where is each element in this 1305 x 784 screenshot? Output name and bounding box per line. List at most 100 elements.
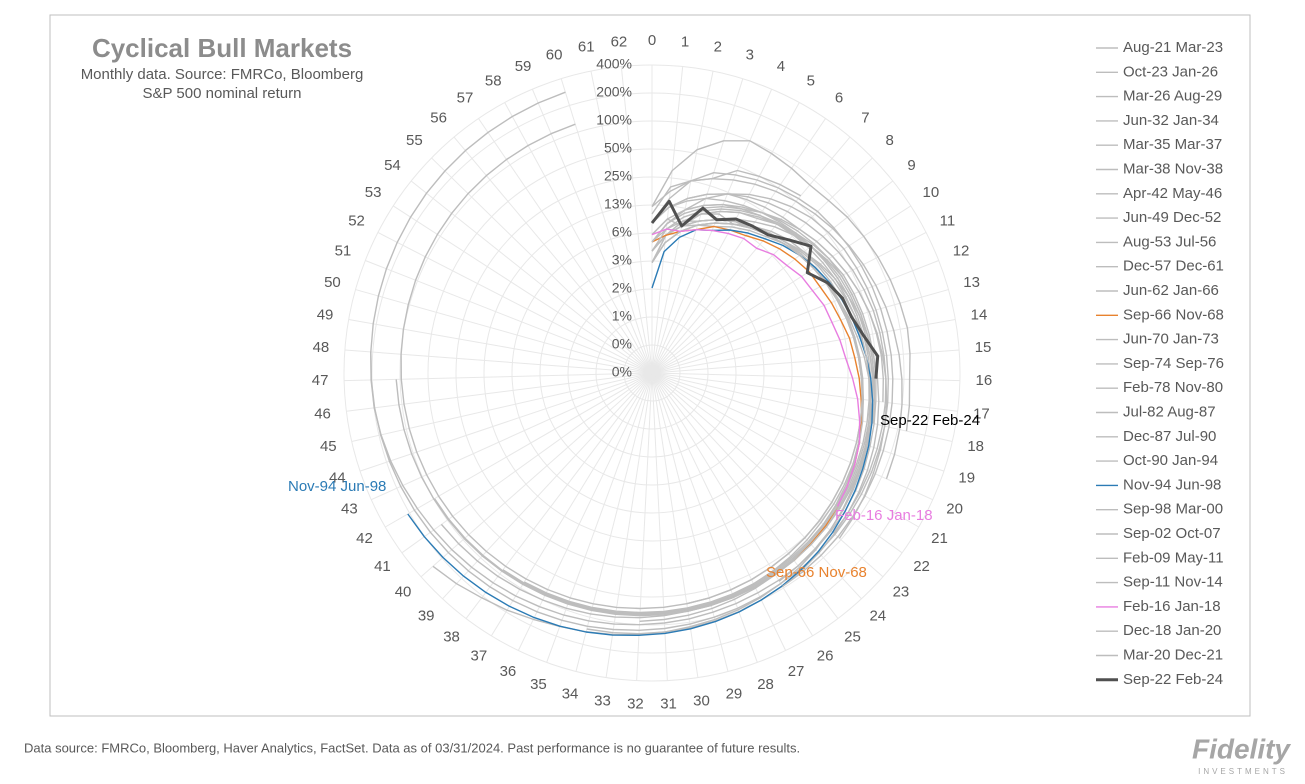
series-line (650, 199, 880, 379)
series-line (407, 228, 874, 636)
legend-label: Oct-23 Jan-26 (1123, 63, 1218, 80)
angle-label: 24 (869, 607, 886, 624)
series-annotation: Nov-94 Jun-98 (288, 478, 386, 495)
series-line (651, 171, 894, 588)
r-tick-label: 6% (612, 224, 632, 240)
grid-spoke (651, 319, 956, 374)
angle-label: 27 (788, 663, 805, 680)
series-annotation: Feb-16 Jan-18 (835, 507, 933, 524)
angle-label: 13 (963, 274, 980, 291)
angle-label: 46 (314, 405, 331, 422)
grid-spoke (490, 372, 653, 637)
legend-label: Oct-90 Jan-94 (1123, 452, 1218, 469)
angle-label: 0 (648, 32, 656, 49)
angle-label: 56 (430, 110, 447, 127)
angle-label: 18 (967, 438, 984, 455)
r-tick-label: 3% (612, 252, 632, 268)
grid-spoke (651, 372, 960, 382)
angle-label: 11 (940, 213, 956, 230)
grid-spoke (365, 260, 653, 374)
grid-spoke (651, 157, 873, 374)
angle-label: 4 (777, 58, 785, 75)
grid-spoke (465, 372, 653, 619)
grid-spoke (651, 372, 668, 681)
grid-spoke (651, 205, 911, 374)
angle-label: 33 (594, 692, 611, 709)
legend-label: Feb-16 Jan-18 (1123, 598, 1221, 615)
angle-label: 62 (611, 34, 628, 51)
grid-spoke (401, 372, 653, 554)
angle-label: 60 (546, 47, 563, 64)
legend-label: Aug-53 Jul-56 (1123, 233, 1216, 250)
angle-label: 25 (844, 629, 861, 646)
series-line (651, 197, 849, 297)
legend-label: Jun-32 Jan-34 (1123, 112, 1219, 129)
grid-spoke (420, 372, 653, 578)
grid-spoke (546, 372, 653, 663)
series-line (523, 205, 870, 614)
grid-spoke (651, 232, 927, 374)
grid-spoke (651, 88, 773, 374)
legend-label: Jun-49 Dec-52 (1123, 209, 1221, 226)
series-annotation: Sep-22 Feb-24 (880, 412, 980, 429)
r-tick-label: 100% (596, 112, 632, 128)
grid-spoke (651, 372, 787, 651)
footer: Data source: FMRCo, Bloomberg, Haver Ana… (24, 740, 800, 755)
legend-label: Sep-02 Oct-07 (1123, 525, 1221, 542)
angle-label: 9 (907, 157, 915, 174)
angle-label: 30 (693, 692, 710, 709)
angle-label: 26 (817, 647, 834, 664)
legend-label: Mar-38 Nov-38 (1123, 160, 1223, 177)
angle-label: 40 (395, 584, 412, 601)
grid-spoke (620, 66, 653, 374)
legend-label: Mar-20 Dec-21 (1123, 646, 1223, 663)
angle-label: 28 (757, 676, 774, 693)
grid-spoke (605, 372, 653, 678)
grid-spoke (651, 260, 939, 374)
grid-spoke (351, 372, 653, 443)
angle-label: 58 (485, 72, 502, 89)
grid-spoke (651, 372, 933, 501)
grid-spoke (636, 372, 653, 681)
angle-label: 49 (317, 306, 334, 323)
grid-spoke (651, 372, 903, 554)
legend-label: Jun-70 Jan-73 (1123, 331, 1219, 348)
legend-label: Mar-26 Aug-29 (1123, 88, 1222, 105)
grid-spoke (651, 372, 919, 528)
angle-label: 2 (714, 39, 722, 56)
series-line (651, 140, 911, 432)
legend-label: Sep-22 Feb-24 (1123, 671, 1223, 688)
brand-tagline: INVESTMENTS (1198, 767, 1288, 776)
legend-label: Sep-74 Sep-76 (1123, 355, 1224, 372)
grid-spoke (453, 136, 653, 374)
legend-label: Aug-21 Mar-23 (1123, 39, 1223, 56)
angle-label: 16 (976, 372, 993, 389)
grid-spoke (371, 372, 653, 501)
angle-label: 6 (835, 90, 843, 107)
r-tick-label: 2% (612, 280, 632, 296)
series-line (400, 123, 863, 610)
r-tick-label: 25% (604, 168, 632, 184)
angle-label: 17 (973, 405, 990, 422)
grid-spoke (355, 289, 653, 374)
legend-label: Sep-98 Mar-00 (1123, 501, 1223, 518)
angle-label: 50 (324, 274, 341, 291)
chart-subtitle: S&P 500 nominal return (143, 85, 302, 102)
grid-spoke (575, 372, 653, 672)
grid-spoke (651, 372, 758, 663)
angle-label: 5 (807, 72, 815, 89)
series-line (651, 177, 903, 480)
grid-spoke (651, 372, 953, 443)
r-tick-label: 400% (596, 56, 632, 72)
angle-label: 36 (500, 663, 517, 680)
angle-label: 14 (971, 306, 988, 323)
series-line (651, 203, 875, 612)
legend-label: Nov-94 Jun-98 (1123, 476, 1221, 493)
r-tick-label: 1% (612, 308, 632, 324)
angle-label: 57 (457, 90, 474, 107)
angle-label: 48 (313, 339, 330, 356)
chart-subtitle: Monthly data. Source: FMRCo, Bloomberg (81, 66, 364, 83)
r-tick-label: 0% (612, 336, 632, 352)
brand-logo: Fidelity (1192, 733, 1291, 764)
grid-spoke (504, 102, 653, 374)
